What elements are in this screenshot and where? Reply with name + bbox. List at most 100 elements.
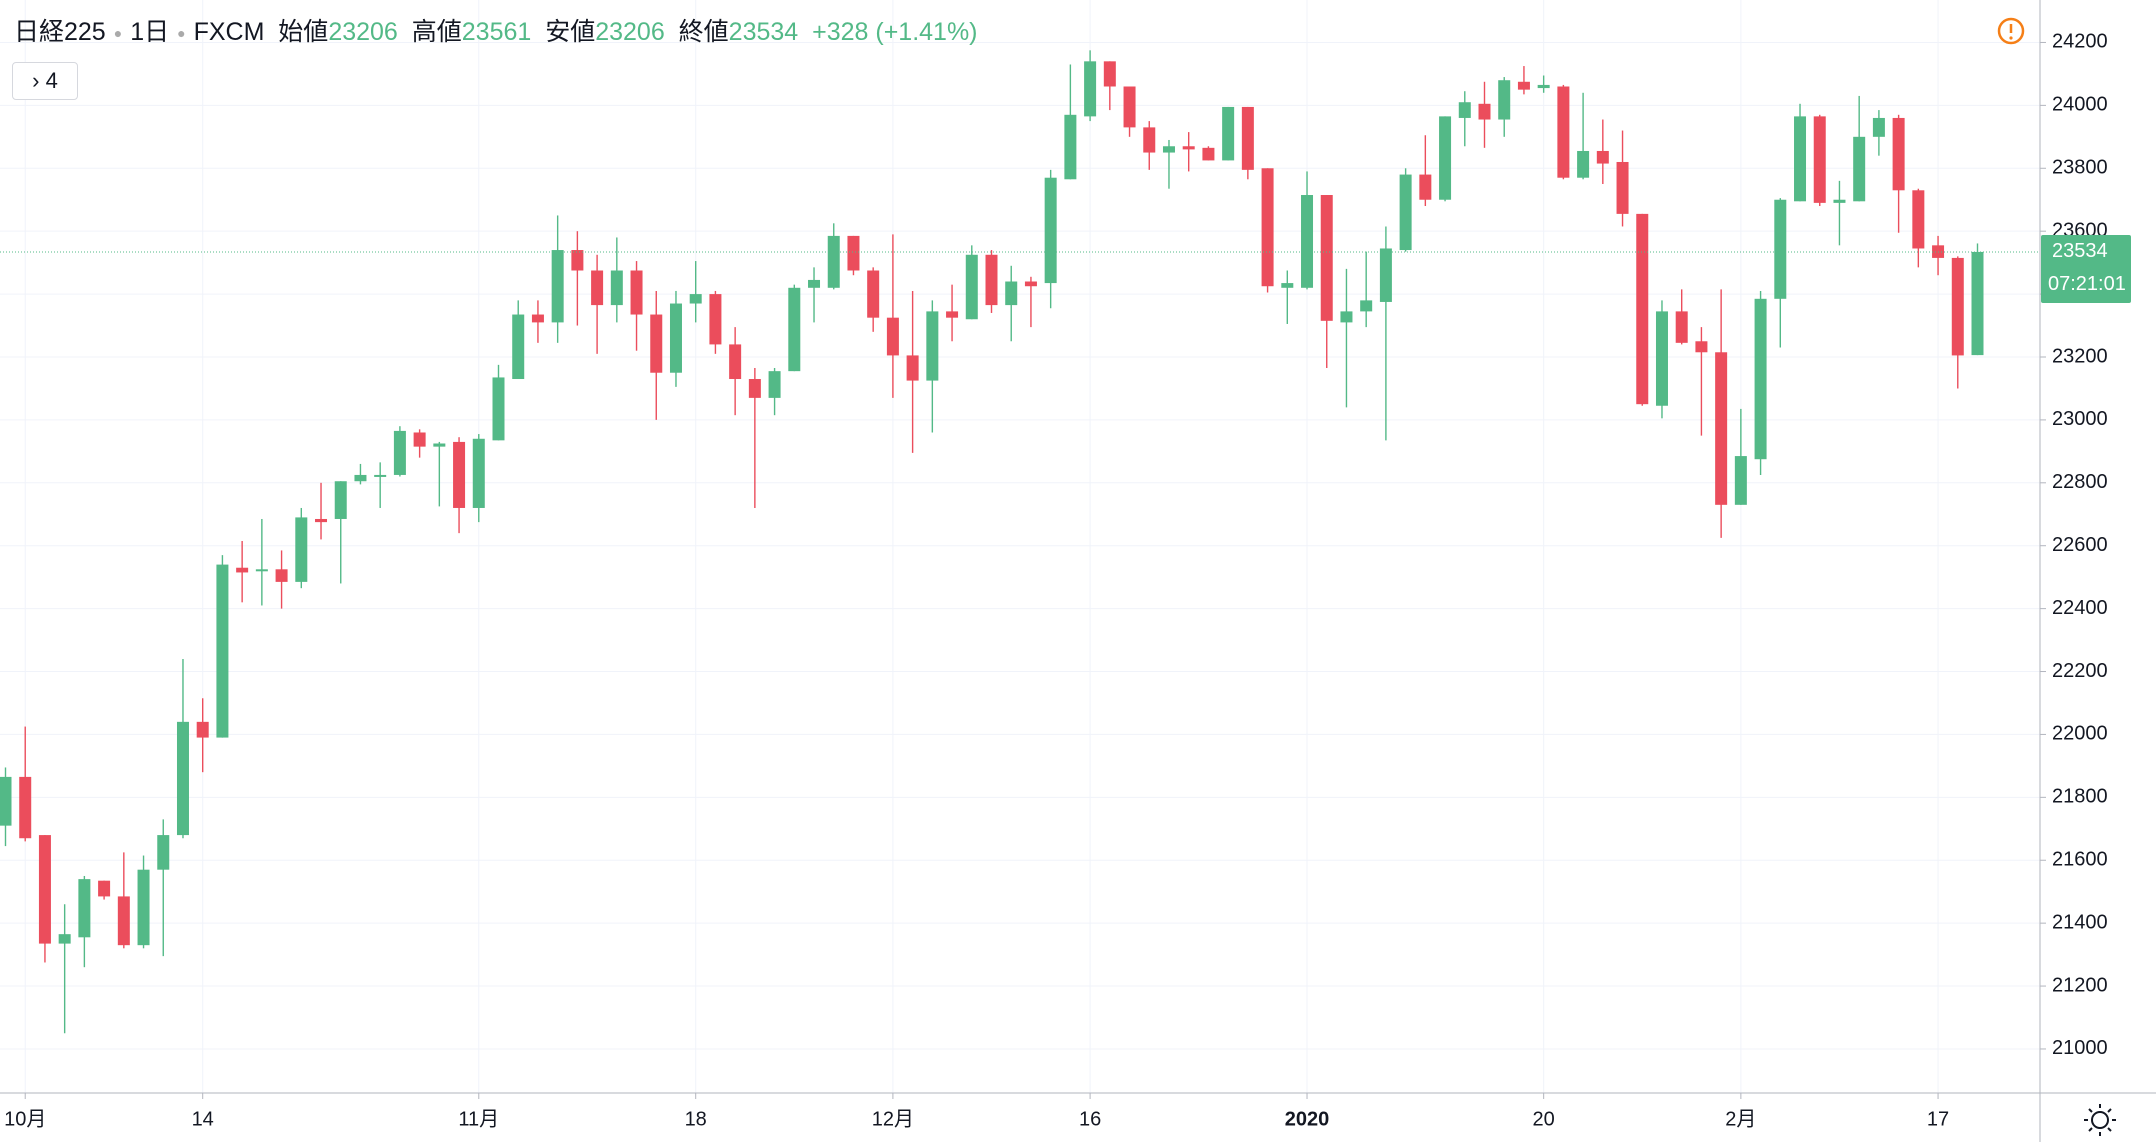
ohlc-label: 高値 [411,18,462,46]
candle-body [847,235,860,271]
y-tick-label: 23000 [2052,408,2108,430]
candle-body [1577,150,1590,178]
candle-body [315,518,328,523]
candle-body [137,869,150,946]
candle-body [413,432,426,447]
candle-body [1202,147,1215,161]
candle-body [472,438,485,508]
candle-body [117,896,130,946]
candle-body [689,294,702,304]
candle-body [1222,106,1235,161]
y-tick-label: 21200 [2052,974,2108,996]
candle-body [38,835,51,944]
candle-body [1794,116,1807,202]
plot-area [0,0,2040,1093]
candle-body [1281,283,1294,288]
y-tick-label: 22000 [2052,723,2108,745]
candle-body [1715,352,1728,505]
candle-body [374,474,387,477]
alert-icon [2009,36,2013,40]
candle-body [946,311,959,318]
x-tick-label: 18 [685,1108,707,1130]
candle-body [1498,80,1511,120]
y-tick-label: 22200 [2052,660,2108,682]
indicators-toggle[interactable]: › 4 [12,62,78,100]
candle-body [275,569,288,582]
candle-body [867,270,880,318]
separator: ● [177,25,186,42]
candle-body [1439,116,1452,200]
candle-body [1813,116,1826,203]
candle-body [610,270,623,306]
candle-body [1537,84,1550,89]
interval: 1日 [130,18,170,46]
ohlc-value: 23534 [728,18,799,46]
candle-body [255,569,268,572]
candle-body [433,443,446,447]
y-tick-label: 21600 [2052,849,2108,871]
y-tick-label: 23800 [2052,157,2108,179]
candle-body [985,254,998,306]
x-tick-label: 2020 [1285,1108,1330,1130]
candle-body [808,279,821,288]
legend-header: 日経225 ● 1日 ● FXCM 始値23206 高値23561 安値23206 終値… [14,12,978,48]
candle-body [1912,190,1925,249]
candle-body [906,355,919,381]
x-tick-label: 14 [192,1108,214,1130]
x-tick-label: 2月 [1725,1108,1756,1130]
candle-body [1301,195,1314,288]
last-price-label: 23534 [2052,240,2108,262]
x-tick-label: 10月 [4,1108,46,1130]
candle-body [1616,161,1629,214]
x-tick-label: 11月 [458,1108,499,1130]
symbol: 日経225 [14,18,106,46]
alert-icon[interactable] [1997,17,2025,45]
candle-body [1123,86,1136,128]
candle-body [669,303,682,373]
ohlc-value: 23561 [461,18,532,46]
candle-body [1734,456,1747,505]
y-tick-label: 22400 [2052,597,2108,619]
candle-body [1399,174,1412,251]
candle-body [216,564,229,738]
candle-body [1774,199,1787,299]
candle-body [1833,199,1846,203]
candle-body [1695,341,1708,353]
ohlc-value: 23206 [328,18,398,46]
candle-body [886,317,899,356]
candle-body [965,254,978,320]
settings-icon[interactable] [2084,1104,2116,1136]
candle-body [512,314,525,380]
candle-body [1084,61,1097,117]
candle-body [1162,146,1175,153]
candle-body [1458,102,1471,118]
candle-body [1872,117,1885,137]
candle-body [729,344,742,380]
x-tick-label: 20 [1533,1108,1555,1130]
candle-body [1655,311,1668,406]
candle-body [748,379,761,398]
change-percent: (+1.41%) [875,18,978,46]
y-tick-label: 21000 [2052,1037,2108,1059]
last-price-badge [2041,234,2131,303]
candle-body [1951,257,1964,356]
candle-body [1360,300,1373,312]
candle-body [295,517,308,582]
ohlc-value: 23206 [595,18,665,46]
candle-body [1024,281,1037,287]
candle-body [1340,311,1353,323]
candle-body [1557,86,1570,178]
countdown-label: 07:21:01 [2048,273,2126,295]
separator: ● [113,25,123,42]
candle-body [571,250,584,271]
ohlc-label: 安値 [545,18,596,46]
indicator-count: 4 [45,68,58,93]
candle-body [1596,150,1609,164]
candle-body [1675,311,1688,343]
candle-body [788,287,801,372]
x-tick-label: 17 [1927,1108,1949,1130]
y-tick-label: 22800 [2052,471,2108,493]
y-tick-label: 21800 [2052,786,2108,808]
